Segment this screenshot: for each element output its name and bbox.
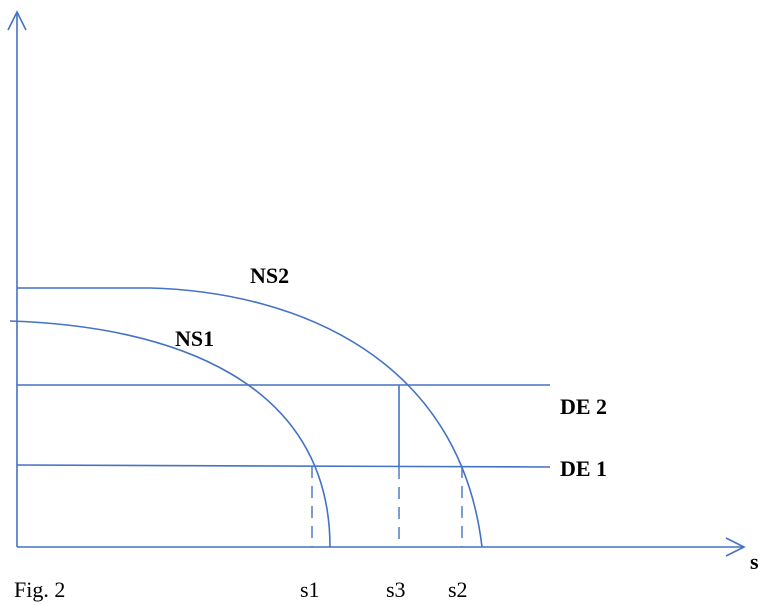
- s1-tick-label: s1: [300, 577, 320, 602]
- ns1-curve: [9, 320, 331, 548]
- de1-label: DE 1: [560, 456, 607, 481]
- de2-label: DE 2: [560, 394, 607, 419]
- ns2-curve: [17, 287, 483, 548]
- s2-tick-label: s2: [448, 577, 468, 602]
- ns2-label: NS2: [250, 263, 289, 288]
- x-axis-label: s: [750, 549, 759, 574]
- s3-tick-label: s3: [386, 577, 406, 602]
- y-axis-arrowhead: [7, 10, 27, 31]
- de1-line: [16, 464, 551, 468]
- x-axis-arrowhead: [725, 537, 746, 557]
- figure-caption: Fig. 2: [14, 577, 65, 602]
- ns1-label: NS1: [175, 326, 214, 351]
